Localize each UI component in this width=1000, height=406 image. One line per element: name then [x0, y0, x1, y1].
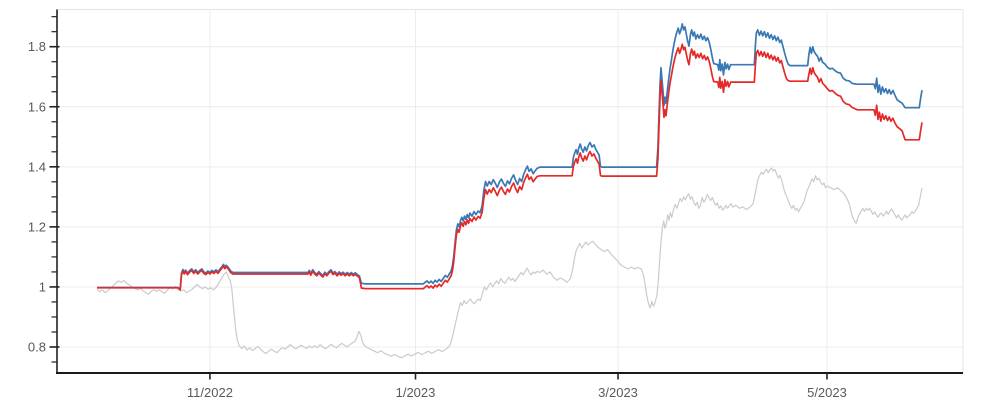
series-red-line [97, 43, 923, 291]
series-gray-line [96, 167, 923, 359]
x-tick-label: 3/2023 [598, 385, 638, 400]
y-tick-label: 0.8 [28, 340, 46, 355]
x-tick-label: 11/2022 [187, 385, 233, 400]
x-tick-label: 1/2023 [396, 385, 436, 400]
y-tick-label: 1.4 [28, 159, 46, 174]
y-tick-label: 1.2 [28, 219, 46, 234]
y-tick-label: 1 [39, 279, 46, 294]
y-tick-label: 1.8 [28, 39, 46, 54]
x-tick-label: 5/2023 [807, 385, 847, 400]
series-blue-line [97, 23, 923, 291]
y-tick-label: 1.6 [28, 99, 46, 114]
